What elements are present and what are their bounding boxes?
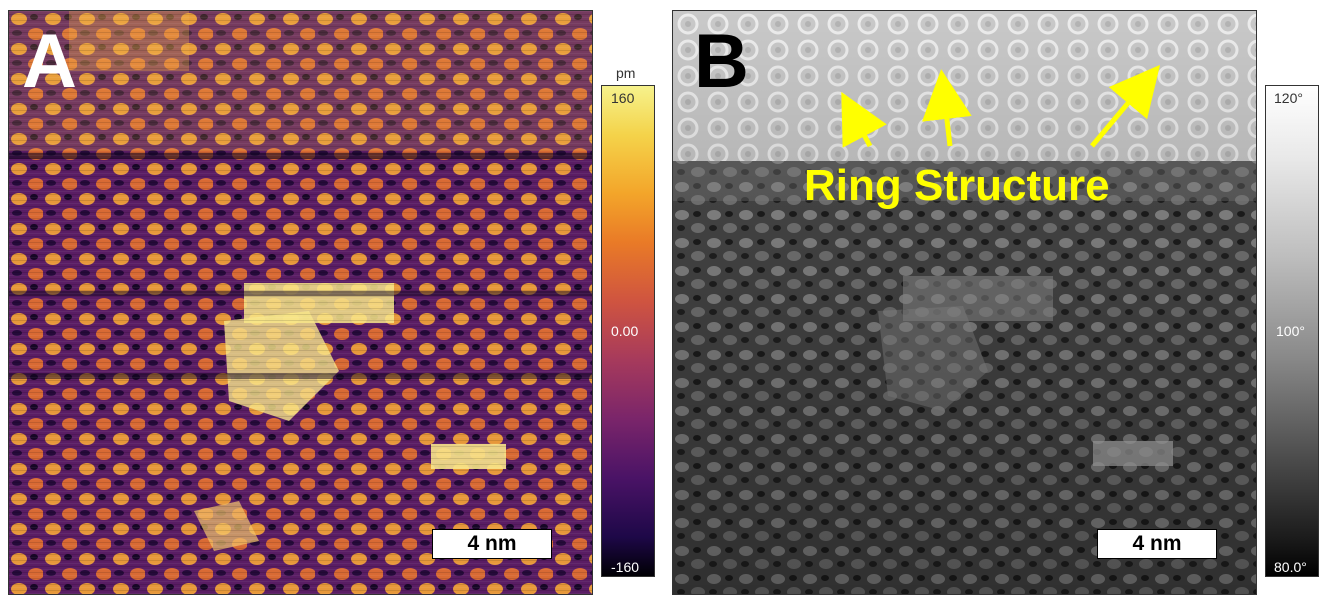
colorbar-b-min-label: 80.0° (1274, 559, 1307, 575)
colorbar-b-mid-label: 100° (1276, 323, 1305, 339)
panel-label-a: A (22, 19, 77, 104)
colorbar-a-unit: pm (616, 65, 636, 81)
colorbar-a-max-label: 160 (611, 90, 635, 106)
scale-bar-b: 4 nm (1097, 529, 1217, 559)
phase-image (672, 10, 1257, 595)
colorbar-a-min-label: -160 (611, 559, 640, 575)
colorbar-b (1265, 85, 1319, 577)
colorbar-b-max-label: 120° (1274, 90, 1303, 106)
ring-structure-label: Ring Structure (804, 161, 1110, 210)
scale-bar-a: 4 nm (432, 529, 552, 559)
panel-label-b: B (694, 19, 749, 104)
topography-image-svg (9, 11, 592, 594)
phase-image-svg (673, 11, 1256, 594)
colorbar-a (601, 85, 655, 577)
topography-image (8, 10, 593, 595)
colorbar-a-mid-label: 0.00 (611, 323, 639, 339)
